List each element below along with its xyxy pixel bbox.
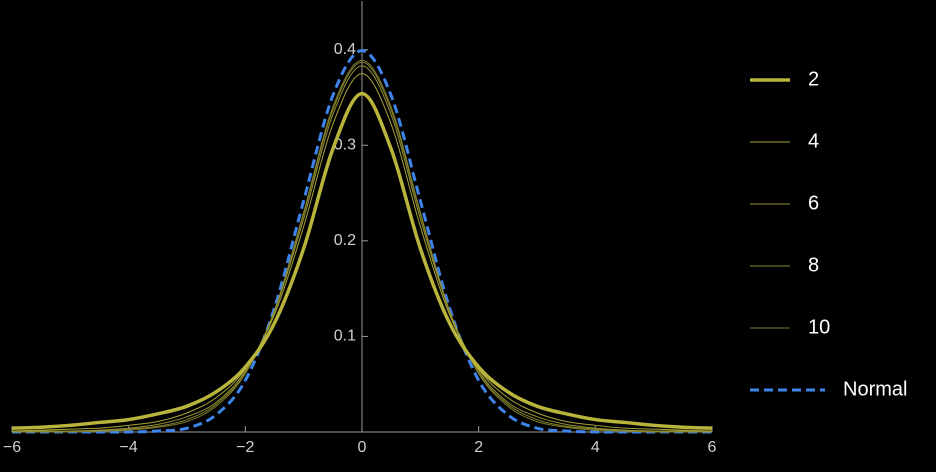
legend-label: 8 bbox=[808, 254, 819, 276]
x-tick-label: 0 bbox=[358, 439, 367, 456]
series-line bbox=[11, 59, 712, 433]
x-tick-label: 4 bbox=[591, 439, 600, 456]
series-line bbox=[11, 91, 713, 430]
legend-label: 4 bbox=[808, 130, 819, 152]
y-tick-label: 0.4 bbox=[334, 41, 356, 58]
series-line bbox=[11, 49, 712, 434]
legend-label: 10 bbox=[808, 316, 830, 338]
legend-label: Normal bbox=[843, 378, 907, 400]
x-tick-label: 6 bbox=[708, 439, 717, 456]
x-tick-label: −6 bbox=[3, 439, 21, 456]
series-line bbox=[11, 73, 713, 432]
x-tick-label: −2 bbox=[236, 439, 254, 456]
x-tick-label: −4 bbox=[120, 439, 138, 456]
legend-label: 6 bbox=[808, 192, 819, 214]
x-tick-label: 2 bbox=[474, 439, 483, 456]
y-tick-label: 0.3 bbox=[334, 136, 356, 153]
series-line bbox=[11, 65, 713, 433]
y-tick-label: 0.2 bbox=[334, 232, 356, 249]
series-line bbox=[11, 61, 713, 433]
legend-label: 2 bbox=[808, 68, 819, 90]
y-tick-label: 0.1 bbox=[334, 328, 356, 345]
